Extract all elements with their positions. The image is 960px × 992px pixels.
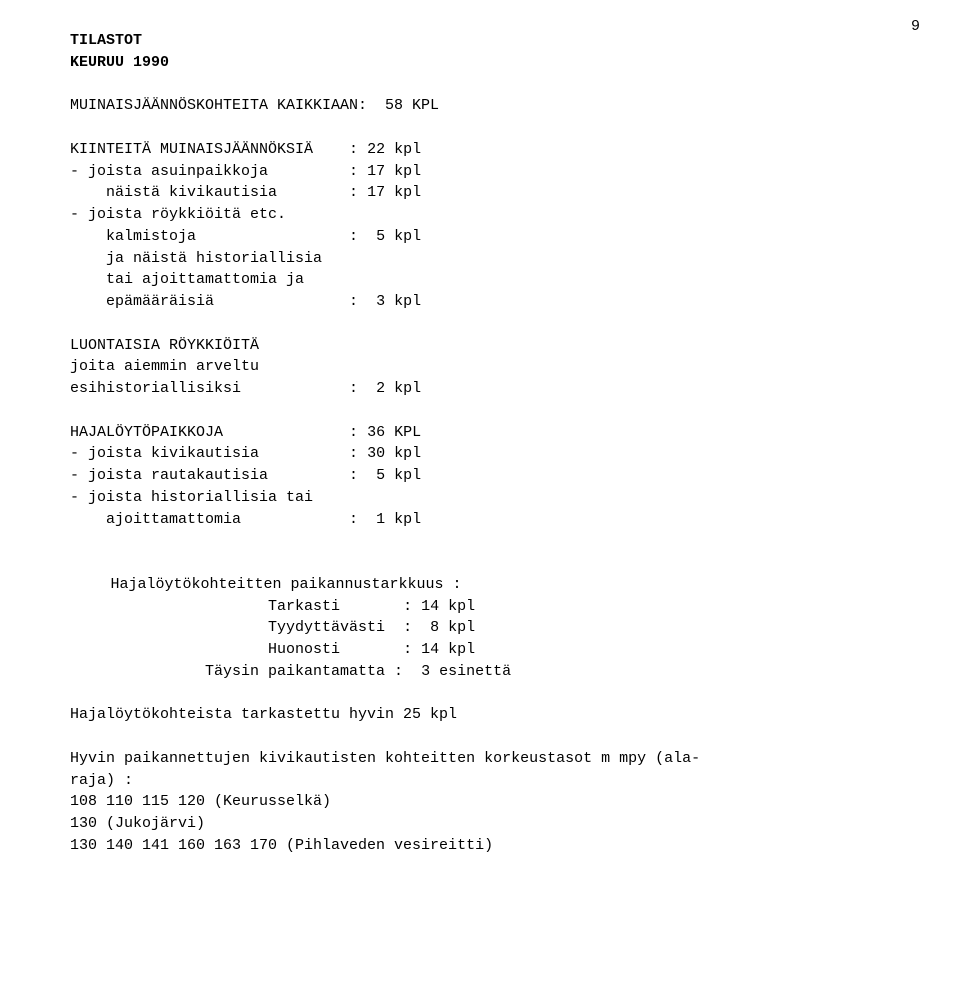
row-esihistoriallisiksi: esihistoriallisiksi : 2 kpl <box>70 378 900 400</box>
title-line-1: TILASTOT <box>70 30 900 52</box>
value: 17 kpl <box>367 182 421 204</box>
row-luontaisia: LUONTAISIA RÖYKKIÖITÄ <box>70 335 900 357</box>
label: ja näistä historiallisia <box>70 248 322 270</box>
document-page: 9 TILASTOT KEURUU 1990 MUINAISJÄÄNNÖSKOH… <box>0 0 960 992</box>
label: joita aiemmin arveltu <box>70 356 259 378</box>
value: 3 kpl <box>376 291 421 313</box>
separator: : <box>403 639 421 661</box>
label: - joista asuinpaikkoja <box>70 161 349 183</box>
label: näistä kivikautisia <box>70 182 349 204</box>
row-roykioita: - joista röykkiöitä etc. <box>70 204 900 226</box>
value: 22 kpl <box>367 139 421 161</box>
label: epämääräisiä <box>70 291 349 313</box>
row-hajaloytopaikkoja: HAJALÖYTÖPAIKKOJA : 36 KPL <box>70 422 900 444</box>
title-line-2: KEURUU 1990 <box>70 52 900 74</box>
row-kivikautisia: näistä kivikautisia : 17 kpl <box>70 182 900 204</box>
separator: : <box>403 596 421 618</box>
value: 5 kpl <box>376 226 421 248</box>
row-epamaaraisia: epämääräisiä : 3 kpl <box>70 291 900 313</box>
row-tarkasti: Tarkasti : 14 kpl <box>70 596 900 618</box>
value: 30 kpl <box>367 443 421 465</box>
value: 5 kpl <box>376 465 421 487</box>
label: - joista rautakautisia <box>70 465 349 487</box>
value: 14 kpl <box>421 639 475 661</box>
separator: : <box>349 139 367 161</box>
heights-list-2: 130 (Jukojärvi) <box>70 813 900 835</box>
value: 3 esinettä <box>421 661 511 683</box>
separator: : <box>349 465 376 487</box>
heights-line-2: raja) : <box>70 770 900 792</box>
separator: : <box>349 161 367 183</box>
label: - joista historiallisia tai <box>70 487 313 509</box>
accuracy-heading: Hajalöytökohteitten paikannustarkkuus : <box>70 574 900 596</box>
heights-list-1: 108 110 115 120 (Keurusselkä) <box>70 791 900 813</box>
row-taysin-paikantamatta: Täysin paikantamatta : 3 esinettä <box>70 661 900 683</box>
label: - joista kivikautisia <box>70 443 349 465</box>
separator: : <box>349 291 376 313</box>
row-kalmistoja: kalmistoja : 5 kpl <box>70 226 900 248</box>
separator: : <box>349 422 367 444</box>
label: ajoittamattomia <box>70 509 349 531</box>
label: - joista röykkiöitä etc. <box>70 204 286 226</box>
label: tai ajoittamattomia ja <box>70 269 304 291</box>
value: 36 KPL <box>367 422 421 444</box>
page-number: 9 <box>911 16 920 38</box>
label: Tarkasti <box>268 596 403 618</box>
label: KIINTEITÄ MUINAISJÄÄNNÖKSIÄ <box>70 139 349 161</box>
separator: : <box>349 182 367 204</box>
checked-line: Hajalöytökohteista tarkastettu hyvin 25 … <box>70 704 900 726</box>
label: LUONTAISIA RÖYKKIÖITÄ <box>70 335 259 357</box>
row-kiinteita: KIINTEITÄ MUINAISJÄÄNNÖKSIÄ : 22 kpl <box>70 139 900 161</box>
total-line: MUINAISJÄÄNNÖSKOHTEITA KAIKKIAAN: 58 KPL <box>70 95 900 117</box>
row-huonosti: Huonosti : 14 kpl <box>70 639 900 661</box>
value: 1 kpl <box>376 509 421 531</box>
label: Huonosti <box>268 639 403 661</box>
label: kalmistoja <box>70 226 349 248</box>
value: 2 kpl <box>376 378 421 400</box>
row-ajoittamattomia2: ajoittamattomia : 1 kpl <box>70 509 900 531</box>
label: esihistoriallisiksi <box>70 378 349 400</box>
row-joista-kivikautisia: - joista kivikautisia : 30 kpl <box>70 443 900 465</box>
row-joista-rautakautisia: - joista rautakautisia : 5 kpl <box>70 465 900 487</box>
row-ajoittamattomia: tai ajoittamattomia ja <box>70 269 900 291</box>
row-joista-historiallisia: - joista historiallisia tai <box>70 487 900 509</box>
separator: : <box>349 378 376 400</box>
separator: : <box>349 509 376 531</box>
label: Täysin paikantamatta : <box>205 661 421 683</box>
heights-line-1: Hyvin paikannettujen kivikautisten kohte… <box>70 748 900 770</box>
row-historiallisia: ja näistä historiallisia <box>70 248 900 270</box>
row-asuinpaikkoja: - joista asuinpaikkoja : 17 kpl <box>70 161 900 183</box>
separator: : <box>349 226 376 248</box>
row-tyydyttavasti: Tyydyttävästi : 8 kpl <box>70 617 900 639</box>
separator: : <box>403 617 430 639</box>
value: 8 kpl <box>430 617 475 639</box>
heights-list-3: 130 140 141 160 163 170 (Pihlaveden vesi… <box>70 835 900 857</box>
separator: : <box>349 443 367 465</box>
value: 17 kpl <box>367 161 421 183</box>
value: 14 kpl <box>421 596 475 618</box>
row-aiemmin: joita aiemmin arveltu <box>70 356 900 378</box>
label: Tyydyttävästi <box>268 617 403 639</box>
label: HAJALÖYTÖPAIKKOJA <box>70 422 349 444</box>
